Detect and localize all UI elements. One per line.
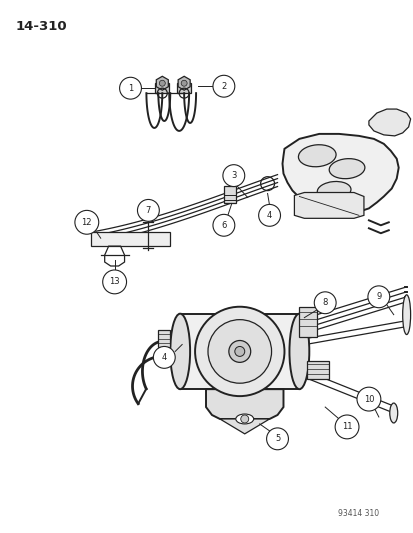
Ellipse shape [402, 295, 410, 335]
Polygon shape [368, 109, 410, 136]
FancyBboxPatch shape [177, 83, 191, 93]
Polygon shape [294, 192, 363, 219]
Text: 3: 3 [230, 171, 236, 180]
Text: 8: 8 [322, 298, 327, 307]
Text: 2: 2 [221, 82, 226, 91]
Circle shape [137, 199, 159, 221]
Circle shape [212, 214, 234, 236]
Circle shape [313, 292, 335, 314]
Text: 7: 7 [145, 206, 151, 215]
FancyBboxPatch shape [299, 306, 316, 336]
Ellipse shape [228, 341, 250, 362]
FancyBboxPatch shape [90, 232, 170, 246]
FancyBboxPatch shape [223, 185, 235, 204]
Ellipse shape [298, 145, 335, 167]
Polygon shape [156, 76, 168, 90]
Circle shape [159, 80, 165, 86]
Circle shape [212, 75, 234, 97]
Text: 13: 13 [109, 277, 120, 286]
Ellipse shape [289, 314, 309, 389]
Text: 10: 10 [363, 394, 373, 403]
FancyBboxPatch shape [158, 329, 170, 348]
Ellipse shape [195, 306, 284, 396]
Circle shape [222, 165, 244, 187]
Ellipse shape [234, 346, 244, 357]
Text: 4: 4 [161, 353, 166, 362]
Text: 1: 1 [128, 84, 133, 93]
Polygon shape [219, 419, 269, 434]
Circle shape [240, 415, 248, 423]
Text: 93414 310: 93414 310 [337, 510, 378, 518]
Text: 4: 4 [266, 211, 271, 220]
Circle shape [335, 415, 358, 439]
Text: 11: 11 [341, 423, 351, 431]
Ellipse shape [316, 182, 350, 199]
Polygon shape [178, 76, 190, 90]
Text: 6: 6 [221, 221, 226, 230]
FancyBboxPatch shape [155, 83, 169, 93]
Circle shape [102, 270, 126, 294]
Circle shape [153, 346, 175, 368]
Ellipse shape [207, 320, 271, 383]
Text: 5: 5 [274, 434, 280, 443]
Ellipse shape [389, 403, 397, 423]
Text: 9: 9 [375, 292, 380, 301]
Circle shape [258, 205, 280, 227]
Ellipse shape [328, 159, 364, 179]
Circle shape [119, 77, 141, 99]
Circle shape [266, 428, 288, 450]
Polygon shape [282, 134, 398, 215]
Ellipse shape [170, 314, 190, 389]
Circle shape [181, 80, 187, 86]
FancyBboxPatch shape [180, 314, 299, 389]
Circle shape [75, 211, 98, 234]
FancyBboxPatch shape [306, 361, 328, 379]
Text: 14-310: 14-310 [15, 20, 67, 33]
Circle shape [367, 286, 389, 308]
Polygon shape [206, 389, 283, 419]
Text: 12: 12 [81, 218, 92, 227]
Ellipse shape [235, 414, 253, 424]
Circle shape [356, 387, 380, 411]
